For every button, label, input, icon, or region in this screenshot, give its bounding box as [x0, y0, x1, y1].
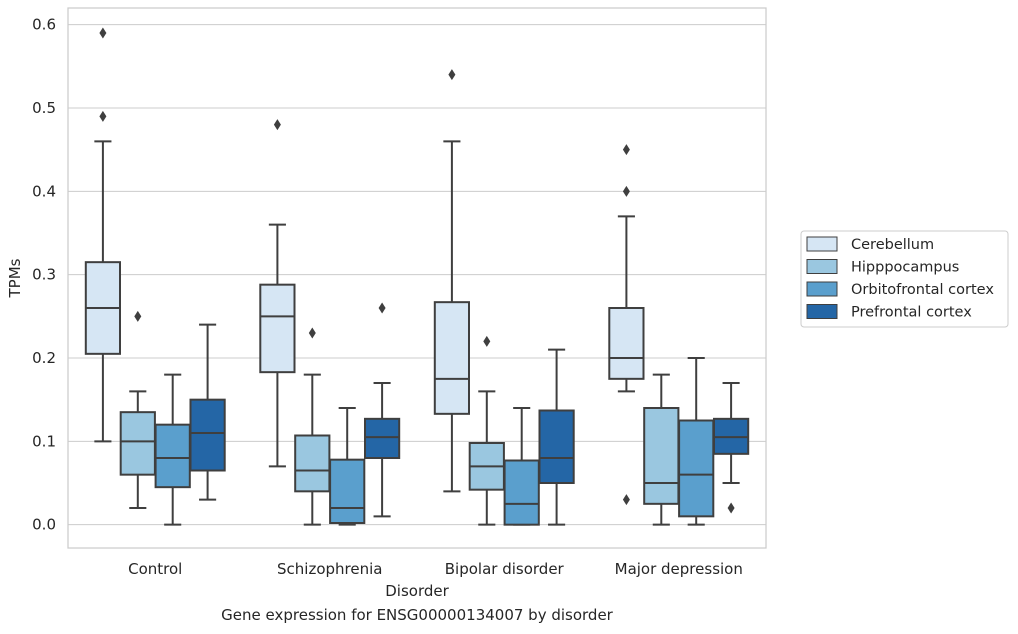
x-tick-label: Bipolar disorder: [445, 560, 565, 578]
box-hipppocampus-0: [119, 310, 156, 509]
outlier-point: [134, 310, 142, 322]
box-iqr: [294, 434, 331, 493]
box-iqr: [259, 283, 296, 374]
box-hipppocampus-2: [468, 335, 505, 526]
box-iqr: [503, 459, 540, 526]
box-iqr: [538, 409, 575, 484]
outlier-point: [273, 119, 281, 131]
x-tick-label: Major depression: [615, 560, 743, 578]
outlier-point: [378, 302, 386, 314]
outlier-point: [308, 327, 316, 339]
legend-swatch: [806, 259, 838, 274]
box-hipppocampus-1: [294, 327, 331, 526]
chart-caption: Gene expression for ENSG00000134007 by d…: [221, 606, 613, 624]
outlier-point: [99, 27, 107, 39]
box-prefrontal-cortex-3: [712, 382, 750, 514]
outlier-point: [622, 144, 630, 156]
outlier-point: [483, 335, 491, 347]
box-orbitofrontal-cortex-2: [503, 407, 540, 526]
box-iqr: [608, 307, 645, 380]
box-iqr: [643, 407, 680, 505]
x-tick-label: Control: [128, 560, 182, 578]
outlier-point: [622, 185, 630, 197]
box-orbitofrontal-cortex-1: [329, 407, 366, 526]
y-tick-label: 0.2: [32, 349, 56, 367]
legend: Cerebellum Hipppocampus Orbitofrontal cort…: [800, 230, 1009, 328]
box-iqr: [189, 398, 226, 472]
legend-label: Orbitofrontal cortex: [851, 282, 994, 298]
outlier-point: [99, 110, 107, 122]
box-cerebellum-3: [608, 144, 645, 506]
y-tick-label: 0.0: [32, 516, 56, 534]
y-tick-label: 0.6: [32, 16, 56, 34]
outlier-point: [622, 494, 630, 506]
legend-frame: [800, 230, 1009, 328]
box-hipppocampus-3: [643, 373, 680, 526]
box-prefrontal-cortex-1: [363, 302, 401, 518]
box-series: [84, 27, 750, 526]
x-axis-ticks: Control Schizophrenia Bipolar disorder Majo…: [128, 560, 743, 578]
box-iqr: [329, 458, 366, 524]
box-cerebellum-2: [433, 69, 471, 493]
box-cerebellum-0: [84, 27, 122, 443]
x-axis-label: Disorder: [385, 582, 449, 600]
x-tick-label: Schizophrenia: [277, 560, 382, 578]
y-tick-label: 0.5: [32, 99, 56, 117]
box-iqr: [433, 301, 471, 415]
box-prefrontal-cortex-2: [538, 348, 575, 526]
y-axis-ticks: 0.0 0.1 0.2 0.3 0.4 0.5 0.6: [32, 16, 56, 534]
y-tick-label: 0.3: [32, 266, 56, 284]
legend-swatch: [806, 281, 838, 297]
legend-label: Hipppocampus: [851, 260, 959, 276]
y-tick-label: 0.4: [32, 182, 56, 200]
outlier-point: [448, 69, 456, 81]
box-orbitofrontal-cortex-3: [678, 357, 715, 526]
box-cerebellum-1: [259, 119, 296, 468]
box-iqr: [363, 417, 401, 460]
box-prefrontal-cortex-0: [189, 323, 226, 501]
y-tick-label: 0.1: [32, 432, 56, 450]
outlier-point: [727, 502, 735, 514]
legend-label: Prefrontal cortex: [851, 305, 972, 321]
legend-swatch: [806, 236, 838, 252]
box-orbitofrontal-cortex-0: [154, 373, 191, 526]
plot-area-frame: [67, 7, 767, 549]
box-iqr: [119, 411, 156, 476]
legend-swatch: [806, 304, 838, 319]
box-iqr: [154, 423, 191, 489]
y-axis-label: TPMs: [6, 258, 24, 298]
legend-label: Cerebellum: [851, 237, 934, 253]
box-iqr: [678, 419, 715, 518]
